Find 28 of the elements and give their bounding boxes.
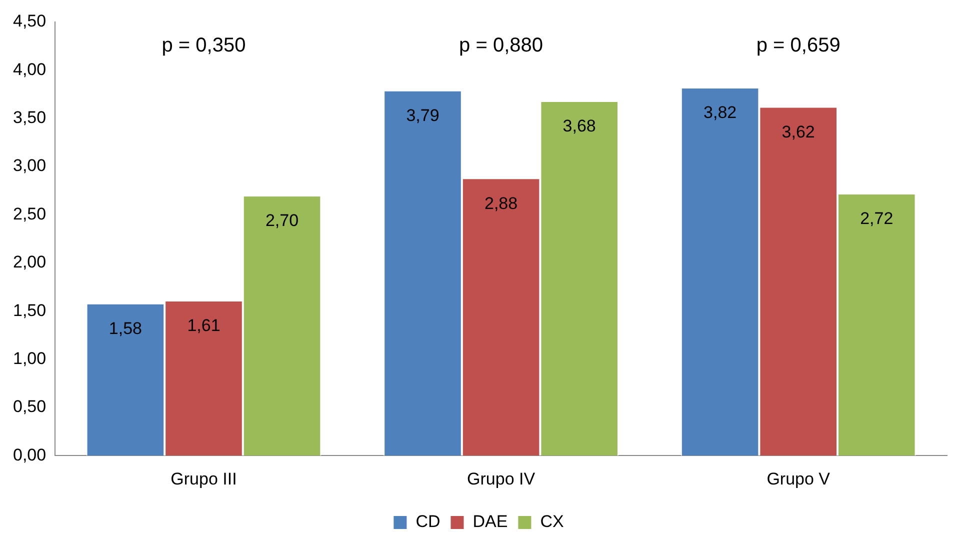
y-tick-label: 0,00	[12, 445, 46, 464]
annotation: p = 0,350	[162, 34, 246, 56]
x-tick-label: Grupo III	[170, 469, 237, 488]
y-tick-label: 1,00	[12, 348, 46, 368]
y-tick-label: 2,00	[12, 252, 46, 272]
data-label: 2,72	[860, 209, 894, 228]
data-label: 2,70	[265, 211, 299, 230]
annotation: p = 0,880	[459, 34, 544, 56]
y-tick-label: 3,50	[12, 108, 46, 128]
y-tick-label: 4,50	[12, 12, 46, 31]
y-tick-label: 1,50	[12, 300, 46, 320]
data-label: 2,88	[484, 194, 518, 213]
y-tick-label: 4,00	[12, 60, 46, 79]
data-label: 1,58	[108, 319, 142, 338]
annotation: p = 0,659	[756, 34, 840, 56]
legend-label: DAE	[472, 512, 508, 532]
data-label: 3,62	[782, 122, 815, 142]
data-label: 1,61	[187, 316, 220, 336]
y-tick-label: 2,50	[12, 204, 46, 224]
legend-label: CX	[540, 512, 564, 532]
legend-label: CD	[416, 512, 440, 532]
x-tick-label: Grupo IV	[467, 469, 536, 488]
data-label: 3,79	[406, 106, 440, 126]
data-label: 3,82	[704, 103, 737, 122]
y-tick-label: 3,00	[12, 156, 46, 176]
x-tick-label: Grupo V	[766, 469, 831, 488]
y-tick-label: 0,50	[12, 397, 46, 416]
data-label: 3,68	[562, 116, 596, 136]
